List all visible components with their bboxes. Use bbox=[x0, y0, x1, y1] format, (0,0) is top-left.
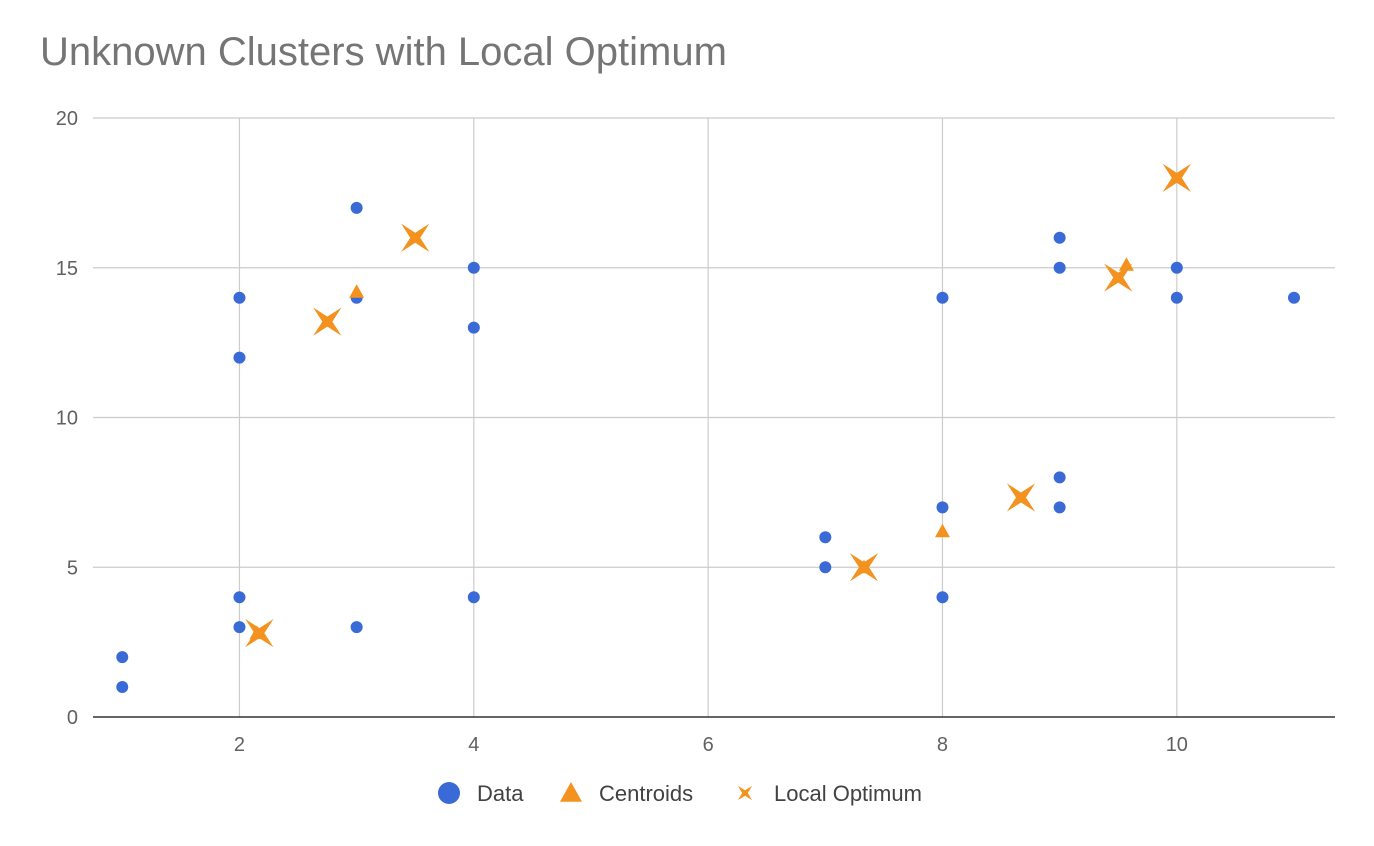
data-point bbox=[233, 591, 246, 604]
legend-label-centroids: Centroids bbox=[599, 781, 693, 806]
legend-label-data: Data bbox=[477, 781, 524, 806]
x-tick-label: 4 bbox=[468, 734, 479, 756]
data-point bbox=[1170, 261, 1183, 274]
x-tick-label: 8 bbox=[937, 734, 948, 756]
data-point bbox=[1053, 471, 1066, 484]
x-tick-label: 10 bbox=[1166, 734, 1188, 756]
data-point bbox=[1170, 291, 1183, 304]
x-tick-label: 6 bbox=[703, 734, 714, 756]
data-point bbox=[116, 681, 129, 694]
legend-marker-data bbox=[438, 782, 460, 804]
data-point bbox=[233, 291, 246, 304]
data-point bbox=[936, 291, 949, 304]
data-point bbox=[1053, 501, 1066, 514]
data-marks bbox=[116, 163, 1300, 694]
local-optimum-point bbox=[401, 223, 430, 252]
data-point bbox=[233, 351, 246, 364]
local-optimum-point bbox=[313, 307, 342, 336]
data-point bbox=[467, 591, 480, 604]
y-tick-label: 10 bbox=[56, 408, 78, 430]
legend: Data Centroids Local Optimum bbox=[438, 781, 922, 806]
data-point bbox=[1053, 231, 1066, 244]
legend-marker-centroids bbox=[560, 782, 582, 802]
local-optimum-point bbox=[849, 553, 879, 582]
data-point bbox=[1287, 291, 1300, 304]
chart-title: Unknown Clusters with Local Optimum bbox=[40, 30, 727, 74]
data-point bbox=[1053, 261, 1066, 274]
y-tick-label: 0 bbox=[67, 707, 78, 729]
tick-labels: 0 5 10 15 20 2 4 6 8 10 bbox=[56, 108, 1188, 756]
local-optimum-point bbox=[1104, 263, 1133, 292]
local-optimum-point bbox=[1006, 483, 1036, 512]
centroids-point bbox=[934, 523, 950, 538]
y-tick-label: 5 bbox=[67, 557, 78, 579]
data-point bbox=[467, 321, 480, 334]
data-point bbox=[936, 501, 949, 514]
data-point bbox=[116, 651, 129, 664]
data-point bbox=[350, 621, 363, 634]
legend-label-local-optimum: Local Optimum bbox=[774, 781, 922, 806]
data-point bbox=[936, 591, 949, 604]
data-point bbox=[467, 261, 480, 274]
local-optimum-point bbox=[245, 619, 274, 648]
gridlines bbox=[93, 117, 1335, 717]
data-point bbox=[350, 201, 363, 214]
centroids-point bbox=[349, 284, 365, 298]
x-tick-label: 2 bbox=[234, 734, 245, 756]
y-tick-label: 20 bbox=[56, 108, 78, 130]
data-point bbox=[233, 621, 246, 634]
local-optimum-point bbox=[1162, 163, 1191, 193]
data-point bbox=[819, 561, 832, 574]
centroids-point bbox=[1118, 257, 1134, 271]
data-point bbox=[819, 531, 832, 544]
y-tick-label: 15 bbox=[56, 258, 78, 280]
legend-marker-local-optimum bbox=[737, 785, 753, 801]
